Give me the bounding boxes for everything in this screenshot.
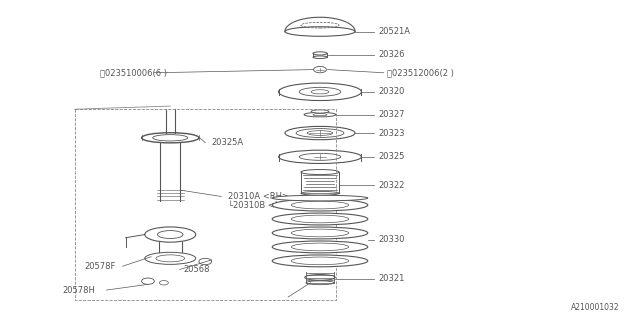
Text: 20325: 20325 xyxy=(379,152,405,161)
Text: A210001032: A210001032 xyxy=(571,303,620,312)
Ellipse shape xyxy=(291,257,349,265)
Text: 20310A <RH>: 20310A <RH> xyxy=(228,192,289,201)
Ellipse shape xyxy=(311,110,329,113)
Ellipse shape xyxy=(291,201,349,209)
Ellipse shape xyxy=(272,213,368,225)
Ellipse shape xyxy=(301,170,339,175)
Ellipse shape xyxy=(153,135,188,141)
Text: 20323: 20323 xyxy=(379,129,405,138)
Ellipse shape xyxy=(301,191,339,195)
Ellipse shape xyxy=(272,227,368,239)
Ellipse shape xyxy=(296,129,344,138)
Ellipse shape xyxy=(305,275,335,280)
Ellipse shape xyxy=(272,195,368,201)
Ellipse shape xyxy=(278,83,362,100)
Text: 20330: 20330 xyxy=(379,236,405,244)
Ellipse shape xyxy=(313,56,327,59)
Ellipse shape xyxy=(291,215,349,223)
Ellipse shape xyxy=(157,231,183,238)
Text: 20325A: 20325A xyxy=(212,138,244,147)
Ellipse shape xyxy=(291,229,349,237)
Text: 20326: 20326 xyxy=(379,51,405,60)
Ellipse shape xyxy=(278,150,362,164)
Text: 20327: 20327 xyxy=(379,110,405,119)
Text: 20578H: 20578H xyxy=(62,285,95,295)
Text: 20320: 20320 xyxy=(379,87,405,96)
Ellipse shape xyxy=(311,90,329,94)
Text: 20322: 20322 xyxy=(379,181,405,190)
Ellipse shape xyxy=(291,243,349,251)
Text: 20568: 20568 xyxy=(183,265,209,274)
Ellipse shape xyxy=(304,112,336,117)
Ellipse shape xyxy=(313,52,327,55)
Ellipse shape xyxy=(300,87,340,96)
Ellipse shape xyxy=(145,227,196,242)
Polygon shape xyxy=(285,17,355,32)
Circle shape xyxy=(141,278,154,284)
Ellipse shape xyxy=(272,199,368,211)
Text: 20321: 20321 xyxy=(379,274,405,283)
Ellipse shape xyxy=(272,241,368,253)
Circle shape xyxy=(159,281,168,285)
Ellipse shape xyxy=(272,255,368,267)
Ellipse shape xyxy=(306,281,334,285)
Circle shape xyxy=(314,67,326,73)
Ellipse shape xyxy=(300,153,340,160)
Ellipse shape xyxy=(156,255,184,262)
Text: Ⓝ023512006(2 ): Ⓝ023512006(2 ) xyxy=(387,68,454,77)
Text: 20521A: 20521A xyxy=(379,27,411,36)
Ellipse shape xyxy=(285,27,355,36)
Ellipse shape xyxy=(145,252,196,264)
Ellipse shape xyxy=(141,133,199,143)
Text: 20578F: 20578F xyxy=(84,262,116,271)
Text: └20310B <LH>: └20310B <LH> xyxy=(228,202,292,211)
Ellipse shape xyxy=(313,114,327,116)
Ellipse shape xyxy=(285,126,355,140)
Ellipse shape xyxy=(307,131,333,135)
Text: Ⓝ023510006(6 ): Ⓝ023510006(6 ) xyxy=(100,68,167,77)
Circle shape xyxy=(199,258,212,265)
